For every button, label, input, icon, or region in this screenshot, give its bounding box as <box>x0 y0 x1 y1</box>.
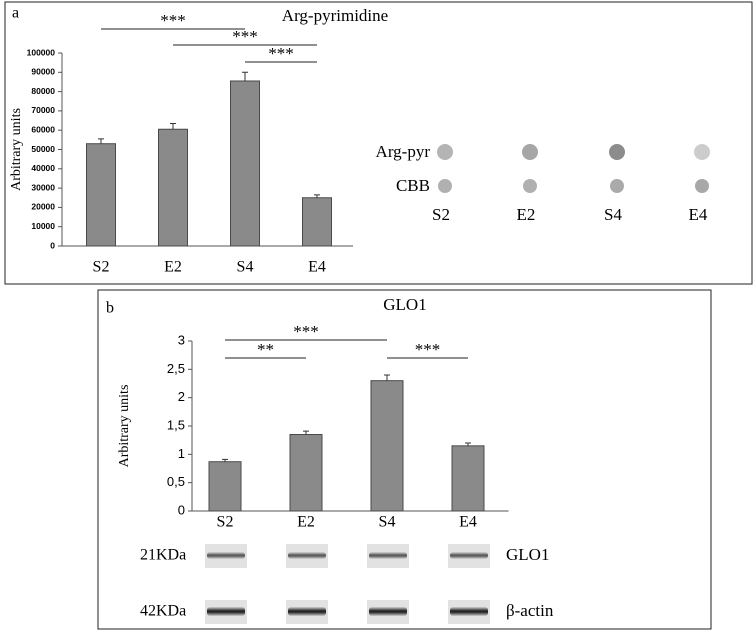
blot-dot <box>610 179 624 193</box>
significance-label: *** <box>232 27 258 46</box>
band-name-label: GLO1 <box>506 545 549 564</box>
y-tick-label: 70000 <box>31 105 55 115</box>
x-tick-label: S2 <box>93 259 110 276</box>
blot-dot <box>694 144 710 160</box>
error-bar <box>384 374 390 381</box>
bar <box>208 461 242 512</box>
blot-dot <box>695 179 709 193</box>
panel-a-frame <box>4 1 753 285</box>
y-tick-label: 60000 <box>31 124 55 134</box>
error-bar <box>314 194 320 198</box>
y-tick-label: 90000 <box>31 67 55 77</box>
blot-dot <box>609 144 625 160</box>
bar <box>289 434 323 512</box>
x-tick-label: S4 <box>379 514 396 531</box>
y-tick-label: 40000 <box>31 163 55 173</box>
blot-lane-label: S4 <box>604 205 622 224</box>
chart-title: Arg-pyrimidine <box>282 6 388 25</box>
x-tick-label: S4 <box>237 259 254 276</box>
blot-row-label: CBB <box>396 176 430 195</box>
bar <box>370 380 404 512</box>
y-tick-label: 30000 <box>31 182 55 192</box>
y-tick-label: 80000 <box>31 86 55 96</box>
significance-label: *** <box>160 11 186 30</box>
blot-lane-label: E2 <box>517 205 536 224</box>
x-tick-label: E2 <box>164 259 182 276</box>
band-name-label: β-actin <box>506 601 554 620</box>
error-bar <box>465 442 471 446</box>
significance-label: ** <box>257 340 274 359</box>
error-bar <box>170 122 176 130</box>
error-bar <box>303 430 309 435</box>
y-tick-label: 3 <box>178 332 185 347</box>
x-tick-label: S2 <box>217 514 234 531</box>
blot-band <box>450 607 488 616</box>
blot-band <box>288 607 326 616</box>
y-tick-label: 20000 <box>31 202 55 212</box>
error-bar <box>222 458 228 462</box>
bar <box>302 197 332 247</box>
y-tick-label: 50000 <box>31 144 55 154</box>
bar <box>451 445 485 512</box>
blot-row-label: Arg-pyr <box>376 142 431 161</box>
significance-label: *** <box>268 44 294 63</box>
bar <box>158 128 188 247</box>
y-tick-label: 0 <box>50 240 55 250</box>
panel-b-frame <box>97 289 712 630</box>
blot-lane-label: E4 <box>689 205 708 224</box>
y-tick-label: 1,5 <box>167 417 185 432</box>
y-axis-label: Arbitrary units <box>117 385 132 468</box>
blot-dot <box>522 144 538 160</box>
significance-label: *** <box>293 322 319 341</box>
y-tick-label: 1 <box>178 446 185 461</box>
chart-title: GLO1 <box>383 295 426 314</box>
blot-band <box>369 607 407 616</box>
y-tick-label: 100000 <box>27 47 56 57</box>
blot-band <box>369 552 407 559</box>
y-axis-label: Arbitrary units <box>9 108 24 191</box>
bar <box>230 80 260 247</box>
blot-band <box>207 552 245 559</box>
panel-label: b <box>106 300 114 317</box>
error-bar <box>98 138 104 144</box>
x-tick-label: E2 <box>297 514 315 531</box>
blot-dot <box>523 179 537 193</box>
error-bar <box>242 71 248 81</box>
blot-band <box>450 552 488 559</box>
blot-band <box>207 607 245 616</box>
band-size-label: 21KDa <box>140 547 186 564</box>
panel-label: a <box>12 5 19 22</box>
significance-label: *** <box>415 340 441 359</box>
x-tick-label: E4 <box>308 259 326 276</box>
x-tick-label: E4 <box>459 514 477 531</box>
blot-dot <box>437 144 453 160</box>
y-tick-label: 2 <box>178 389 185 404</box>
blot-lane-label: S2 <box>432 205 450 224</box>
blot-dot <box>438 179 452 193</box>
y-tick-label: 2,5 <box>167 361 185 376</box>
y-tick-label: 10000 <box>31 221 55 231</box>
blot-band <box>288 552 326 559</box>
y-tick-label: 0 <box>178 502 185 517</box>
bar <box>86 143 116 247</box>
y-tick-label: 0,5 <box>167 474 185 489</box>
band-size-label: 42KDa <box>140 603 186 620</box>
